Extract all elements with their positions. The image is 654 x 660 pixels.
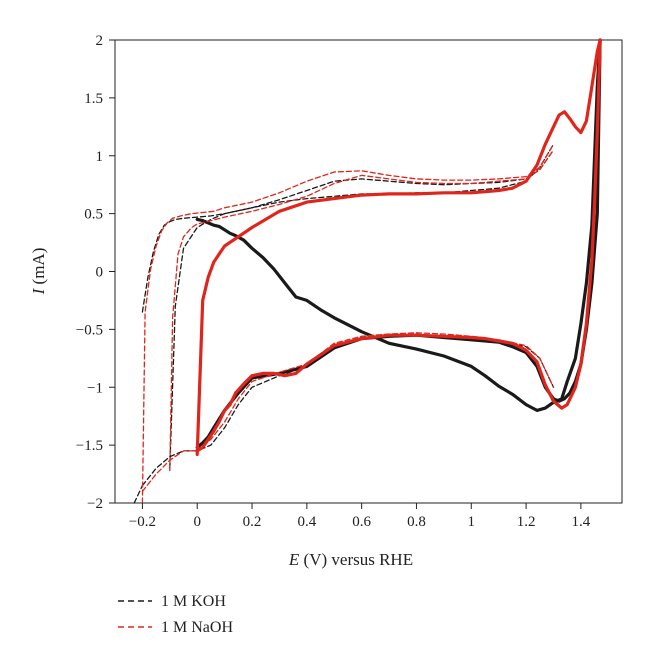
y-axis-label-var: I: [29, 287, 48, 295]
series-1-m-naoh-curve-4: [169, 149, 555, 472]
plot-area-border: [114, 39, 623, 504]
plot-frame: [114, 39, 623, 504]
x-tick-label: 1: [468, 514, 476, 530]
y-tick-label: 2: [96, 33, 104, 49]
y-tick-label: 1.5: [84, 91, 103, 107]
chart-curves: [133, 38, 602, 504]
y-tick-label: 0: [96, 265, 104, 281]
y-tick-label: −0.5: [76, 322, 103, 338]
legend: 1 M KOH 1 M NaOH: [118, 593, 233, 636]
x-tick-label: 0.8: [407, 514, 426, 530]
y-tick-label: −1.5: [76, 438, 103, 454]
legend-label-koh: 1 M KOH: [161, 593, 226, 610]
y-tick-label: −1: [87, 380, 103, 396]
series-1-m-naoh-curve-1: [195, 38, 602, 453]
x-tick-label: −0.2: [129, 514, 156, 530]
legend-label-naoh: 1 M NaOH: [161, 619, 233, 636]
x-axis-label-text: (V) versus RHE: [299, 550, 413, 569]
series-1-m-naoh-curve-5: [141, 332, 555, 493]
series-1-m-naoh-curve-2: [195, 38, 602, 456]
y-tick-label: 0.5: [84, 207, 103, 223]
series-1-m-koh-curve-3: [141, 143, 555, 313]
x-tick-label: 1.2: [517, 514, 536, 530]
x-tick-label: 0.6: [352, 514, 371, 530]
x-tick-label: 0.2: [243, 514, 262, 530]
axis-ticks: −0.2 0 0.2 0.4 0.6 0.8 1 1.2 1.4 −2 −1.5 −1 −0.5 0 0.5…: [76, 33, 591, 530]
series-1-m-naoh-curve-3: [141, 143, 555, 504]
series-1-m-koh-curve-6: [133, 484, 144, 504]
x-axis-label: E (V) versus RHE: [288, 550, 413, 569]
y-tick-label: 1: [96, 149, 104, 165]
y-axis-label: I (mA): [29, 248, 48, 296]
y-tick-label: −2: [87, 496, 103, 512]
x-tick-label: 0.4: [297, 514, 316, 530]
series-1-m-koh-curve-4: [169, 149, 555, 469]
series-1-m-koh-curve-2: [195, 38, 602, 449]
series-1-m-koh-curve-5: [141, 334, 555, 487]
x-axis-label-var: E: [288, 550, 300, 569]
series-1-m-koh-curve-1: [195, 38, 602, 412]
x-tick-label: 1.4: [572, 514, 591, 530]
x-tick-label: 0: [193, 514, 201, 530]
y-axis-label-text: (mA): [29, 248, 48, 289]
